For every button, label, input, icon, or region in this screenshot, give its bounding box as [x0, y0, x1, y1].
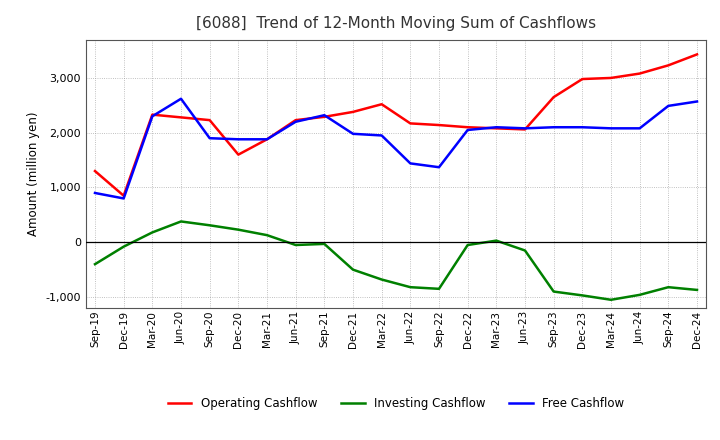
Operating Cashflow: [176, 115, 185, 120]
Free Cashflow: [91, 191, 99, 196]
Operating Cashflow: [549, 95, 558, 100]
Line: Operating Cashflow: Operating Cashflow: [95, 55, 697, 196]
Investing Cashflow: [320, 241, 328, 246]
Operating Cashflow: [148, 112, 157, 117]
Y-axis label: Amount (million yen): Amount (million yen): [27, 112, 40, 236]
Free Cashflow: [521, 126, 529, 131]
Operating Cashflow: [406, 121, 415, 126]
Investing Cashflow: [263, 232, 271, 238]
Operating Cashflow: [607, 75, 616, 81]
Free Cashflow: [549, 125, 558, 130]
Investing Cashflow: [693, 287, 701, 293]
Investing Cashflow: [464, 242, 472, 248]
Investing Cashflow: [120, 244, 128, 249]
Investing Cashflow: [234, 227, 243, 232]
Operating Cashflow: [263, 137, 271, 142]
Operating Cashflow: [492, 126, 500, 131]
Investing Cashflow: [635, 292, 644, 297]
Operating Cashflow: [464, 125, 472, 130]
Operating Cashflow: [377, 102, 386, 107]
Free Cashflow: [263, 137, 271, 142]
Free Cashflow: [464, 127, 472, 132]
Title: [6088]  Trend of 12-Month Moving Sum of Cashflows: [6088] Trend of 12-Month Moving Sum of C…: [196, 16, 596, 32]
Line: Free Cashflow: Free Cashflow: [95, 99, 697, 198]
Operating Cashflow: [292, 117, 300, 123]
Investing Cashflow: [607, 297, 616, 302]
Operating Cashflow: [578, 77, 587, 82]
Free Cashflow: [435, 165, 444, 170]
Free Cashflow: [348, 131, 357, 136]
Investing Cashflow: [91, 261, 99, 267]
Investing Cashflow: [406, 285, 415, 290]
Investing Cashflow: [377, 277, 386, 282]
Free Cashflow: [320, 113, 328, 118]
Free Cashflow: [578, 125, 587, 130]
Investing Cashflow: [435, 286, 444, 291]
Free Cashflow: [377, 133, 386, 138]
Free Cashflow: [234, 137, 243, 142]
Investing Cashflow: [176, 219, 185, 224]
Free Cashflow: [176, 96, 185, 101]
Investing Cashflow: [521, 248, 529, 253]
Free Cashflow: [205, 136, 214, 141]
Operating Cashflow: [693, 52, 701, 57]
Investing Cashflow: [292, 242, 300, 248]
Free Cashflow: [406, 161, 415, 166]
Operating Cashflow: [664, 63, 672, 68]
Operating Cashflow: [234, 152, 243, 157]
Operating Cashflow: [320, 114, 328, 120]
Operating Cashflow: [521, 127, 529, 132]
Free Cashflow: [635, 126, 644, 131]
Free Cashflow: [292, 119, 300, 125]
Investing Cashflow: [664, 285, 672, 290]
Investing Cashflow: [549, 289, 558, 294]
Free Cashflow: [664, 103, 672, 109]
Operating Cashflow: [120, 193, 128, 198]
Operating Cashflow: [635, 71, 644, 76]
Free Cashflow: [120, 196, 128, 201]
Line: Investing Cashflow: Investing Cashflow: [95, 221, 697, 300]
Legend: Operating Cashflow, Investing Cashflow, Free Cashflow: Operating Cashflow, Investing Cashflow, …: [163, 392, 629, 415]
Operating Cashflow: [348, 109, 357, 114]
Free Cashflow: [148, 114, 157, 119]
Investing Cashflow: [148, 230, 157, 235]
Free Cashflow: [607, 126, 616, 131]
Operating Cashflow: [91, 169, 99, 174]
Investing Cashflow: [578, 293, 587, 298]
Free Cashflow: [693, 99, 701, 104]
Free Cashflow: [492, 125, 500, 130]
Investing Cashflow: [205, 223, 214, 228]
Investing Cashflow: [492, 238, 500, 243]
Operating Cashflow: [435, 122, 444, 128]
Investing Cashflow: [348, 267, 357, 272]
Operating Cashflow: [205, 117, 214, 123]
